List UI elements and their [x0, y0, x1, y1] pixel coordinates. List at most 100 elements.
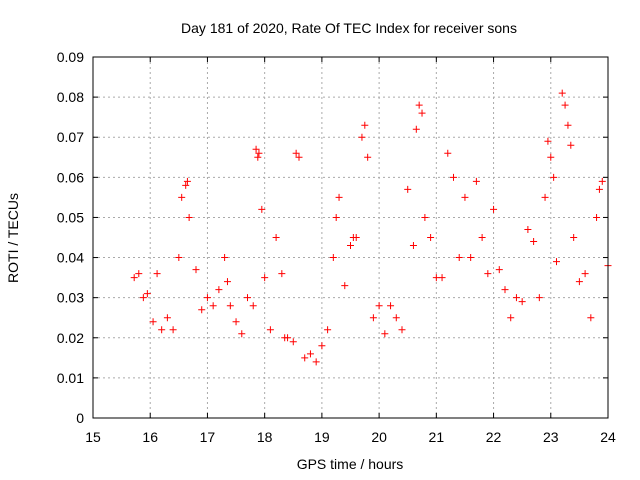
y-tick-label: 0.09	[57, 49, 84, 65]
data-point	[358, 133, 366, 141]
data-point	[535, 294, 543, 302]
data-point	[570, 234, 578, 241]
data-point	[575, 278, 583, 286]
data-point	[249, 302, 257, 310]
data-point	[567, 141, 575, 149]
x-tick-label: 16	[142, 429, 158, 445]
data-point	[153, 270, 161, 278]
data-point	[178, 193, 186, 201]
x-tick-label: 21	[429, 429, 445, 445]
data-point	[512, 294, 520, 302]
data-point	[329, 254, 337, 262]
y-tick-label: 0.04	[57, 250, 84, 266]
data-point	[444, 149, 452, 157]
x-tick-label: 22	[486, 429, 502, 445]
data-point	[183, 177, 191, 185]
data-point	[524, 225, 532, 233]
data-point	[289, 338, 297, 346]
x-tick-label: 20	[371, 429, 387, 445]
data-point	[455, 254, 463, 262]
data-point	[182, 181, 190, 189]
data-point	[221, 254, 229, 262]
y-tick-label: 0	[76, 410, 84, 426]
data-point	[130, 274, 138, 282]
data-point	[284, 334, 292, 342]
plot-frame	[92, 56, 609, 419]
data-point	[427, 234, 435, 241]
x-tick-label: 17	[200, 429, 216, 445]
data-point	[244, 294, 251, 302]
data-point	[375, 302, 383, 310]
data-point	[306, 350, 314, 358]
data-point	[507, 314, 515, 322]
data-point	[553, 258, 560, 266]
x-tick-label: 15	[85, 429, 101, 445]
data-point	[547, 153, 555, 161]
data-point	[490, 205, 498, 213]
data-point	[295, 153, 303, 161]
data-point	[312, 358, 320, 366]
data-point	[398, 326, 406, 334]
data-point	[587, 314, 595, 322]
data-point	[438, 274, 446, 282]
data-point	[381, 330, 389, 338]
data-point	[341, 282, 349, 290]
data-point	[412, 125, 420, 133]
data-point	[232, 318, 240, 326]
data-point	[593, 213, 601, 221]
data-point	[409, 242, 417, 250]
data-point	[258, 205, 266, 213]
data-point	[450, 173, 457, 181]
y-tick-label: 0.06	[57, 169, 84, 185]
data-point	[369, 314, 377, 322]
data-point	[226, 302, 234, 310]
data-point	[318, 342, 326, 350]
data-point	[484, 270, 492, 278]
data-point	[598, 177, 606, 185]
data-point	[139, 294, 147, 302]
axis-ticks: 15 16 17 18 19 20 21 22 23 24 0 0.01 0.02 0.03 0.04 0.0…	[57, 49, 616, 445]
data-point	[472, 177, 480, 185]
data-point	[550, 173, 558, 181]
data-point	[364, 153, 372, 161]
data-point	[501, 286, 509, 294]
data-point	[135, 270, 143, 278]
data-point	[564, 121, 572, 129]
data-point	[415, 101, 423, 109]
data-point	[352, 234, 360, 241]
data-point	[163, 314, 171, 322]
data-point	[544, 137, 552, 145]
data-point	[169, 326, 177, 334]
y-tick-label: 0.02	[57, 330, 84, 346]
data-point	[558, 89, 566, 97]
data-point	[561, 101, 569, 109]
y-tick-label: 0.07	[57, 129, 84, 145]
data-point	[223, 278, 231, 286]
data-point	[238, 330, 246, 338]
data-point	[332, 213, 340, 221]
data-point	[209, 302, 217, 310]
data-point	[478, 234, 486, 241]
data-point	[421, 213, 429, 221]
data-point	[261, 274, 269, 282]
y-tick-label: 0.08	[57, 89, 84, 105]
data-point	[595, 185, 603, 193]
data-point	[198, 306, 206, 314]
y-axis-label: ROTI / TECUs	[5, 193, 21, 283]
data-point	[278, 270, 286, 278]
y-tick-label: 0.03	[57, 290, 84, 306]
data-point	[461, 193, 469, 201]
data-point	[254, 153, 262, 161]
data-point	[541, 193, 549, 201]
data-point	[361, 121, 369, 129]
data-point	[175, 254, 183, 262]
x-tick-label: 23	[543, 429, 559, 445]
data-point	[292, 149, 300, 157]
data-point	[418, 109, 426, 117]
data-point	[467, 254, 475, 262]
x-tick-label: 24	[600, 429, 616, 445]
data-point	[495, 266, 503, 274]
data-point	[252, 145, 260, 153]
data-point	[347, 242, 354, 250]
